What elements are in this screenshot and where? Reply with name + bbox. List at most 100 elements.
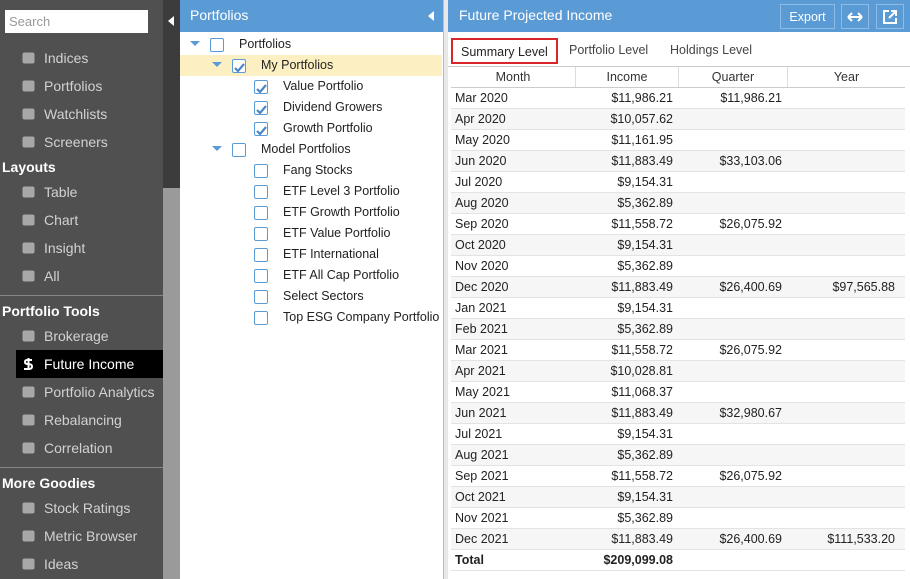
- tree-label: My Portfolios: [261, 58, 334, 72]
- nav-item[interactable]: Watchlists: [0, 100, 163, 128]
- tree-node[interactable]: Dividend Growers: [180, 97, 442, 118]
- nav-item[interactable]: Stock Ratings: [0, 494, 163, 522]
- search-box[interactable]: Search: [5, 10, 148, 33]
- nav-item[interactable]: Metric Browser: [0, 522, 163, 550]
- tree-label: ETF International: [283, 247, 379, 261]
- nav-item[interactable]: Indices: [0, 44, 163, 72]
- tab[interactable]: Portfolio Level: [569, 43, 649, 57]
- table-row: Jun 2020 $11,883.49 $33,103.06: [451, 151, 905, 172]
- nav-item[interactable]: Rebalancing: [0, 406, 163, 434]
- tree-checkbox[interactable]: [232, 59, 246, 73]
- table-row: Apr 2021 $10,028.81: [451, 361, 905, 382]
- tree-node[interactable]: Portfolios: [180, 34, 442, 55]
- column-header[interactable]: Quarter: [678, 67, 787, 87]
- collapse-arrow[interactable]: [427, 10, 435, 22]
- expand-button[interactable]: [841, 4, 869, 29]
- nav-item[interactable]: Ideas: [0, 550, 163, 578]
- nav-section-title: Portfolio Tools: [2, 303, 100, 319]
- tree-node[interactable]: Top ESG Company Portfolio: [180, 307, 442, 328]
- tree-checkbox[interactable]: [254, 269, 268, 283]
- export-button[interactable]: Export: [780, 4, 835, 29]
- nav-item[interactable]: Brokerage Connect: [0, 322, 163, 372]
- income-title: Future Projected Income: [459, 7, 613, 23]
- income-panel: Future Projected Income Export Summary L…: [448, 0, 910, 579]
- tab[interactable]: Holdings Level: [670, 43, 752, 57]
- tree-checkbox[interactable]: [254, 185, 268, 199]
- tree-label: Dividend Growers: [283, 100, 383, 114]
- nav-item[interactable]: Insight: [0, 234, 163, 262]
- table-row: May 2021 $11,068.37: [451, 382, 905, 403]
- nav-item[interactable]: Portfolios: [0, 72, 163, 100]
- tree-expander[interactable]: [212, 62, 222, 68]
- nav-label: Stock Ratings: [44, 500, 131, 516]
- tab[interactable]: Summary Level: [451, 38, 558, 64]
- table-cell: $10,028.81: [610, 364, 673, 378]
- table-cell: Jul 2020: [455, 175, 503, 189]
- tree-node[interactable]: ETF All Cap Portfolio: [180, 265, 442, 286]
- tree-checkbox[interactable]: [254, 122, 268, 136]
- tree-node[interactable]: ETF International: [180, 244, 442, 265]
- tree-node[interactable]: Fang Stocks: [180, 160, 442, 181]
- nav-separator: [0, 295, 163, 296]
- tree-checkbox[interactable]: [254, 248, 268, 262]
- tree-checkbox[interactable]: [254, 164, 268, 178]
- table-cell: Apr 2021: [455, 364, 506, 378]
- table-row: Dec 2020 $11,883.49 $26,400.69 $97,565.88: [451, 277, 905, 298]
- table-row: Nov 2020 $5,362.89: [451, 256, 905, 277]
- tree-expander[interactable]: [190, 41, 200, 47]
- tree-checkbox[interactable]: [254, 80, 268, 94]
- tree-node[interactable]: Select Sectors: [180, 286, 442, 307]
- tree-node[interactable]: ETF Growth Portfolio: [180, 202, 442, 223]
- tree-checkbox[interactable]: [232, 143, 246, 157]
- table-row: Sep 2020 $11,558.72 $26,075.92: [451, 214, 905, 235]
- tree-node[interactable]: Value Portfolio: [180, 76, 442, 97]
- nav-label: Future Income: [44, 356, 135, 372]
- tree-node[interactable]: ETF Value Portfolio: [180, 223, 442, 244]
- nav-icon: [22, 242, 35, 254]
- tree-label: Top ESG Company Portfolio: [283, 310, 440, 324]
- scrollbar-thumb[interactable]: [163, 0, 180, 188]
- table-cell: Dec 2021: [455, 532, 509, 546]
- tree-checkbox[interactable]: [254, 290, 268, 304]
- tree-checkbox[interactable]: [254, 206, 268, 220]
- tree-checkbox[interactable]: [254, 101, 268, 115]
- table-cell: $5,362.89: [617, 259, 673, 273]
- nav-item[interactable]: Correlation: [0, 434, 163, 462]
- table-cell: $10,057.62: [610, 112, 673, 126]
- table-cell: $97,565.88: [832, 280, 895, 294]
- popout-button[interactable]: [876, 4, 904, 29]
- table-row: Jul 2021 $9,154.31: [451, 424, 905, 445]
- tree-checkbox[interactable]: [254, 311, 268, 325]
- table-row: Oct 2020 $9,154.31: [451, 235, 905, 256]
- tree-checkbox[interactable]: [210, 38, 224, 52]
- nav-label: Portfolios: [44, 78, 103, 94]
- splitter[interactable]: [444, 0, 448, 579]
- column-header[interactable]: Income: [575, 67, 678, 87]
- tree-node[interactable]: Model Portfolios: [180, 139, 442, 160]
- tree-node[interactable]: My Portfolios: [180, 55, 442, 76]
- nav-item[interactable]: Table: [0, 178, 163, 206]
- nav-section-title: Layouts: [2, 159, 56, 175]
- column-header[interactable]: Year: [787, 67, 905, 87]
- column-header[interactable]: Month: [495, 70, 531, 84]
- nav-item[interactable]: Chart: [0, 206, 163, 234]
- nav-label: Ideas: [44, 556, 79, 572]
- nav-item[interactable]: All: [0, 262, 163, 290]
- nav-icon: [22, 108, 35, 120]
- nav-label: All: [44, 268, 60, 284]
- collapse-arrow[interactable]: [163, 0, 180, 40]
- table-row: Jul 2020 $9,154.31: [451, 172, 905, 193]
- table-cell: $11,883.49: [611, 280, 673, 294]
- tree-checkbox[interactable]: [254, 227, 268, 241]
- table-cell: Aug 2021: [455, 448, 509, 462]
- tree-expander[interactable]: [212, 146, 222, 152]
- nav-item[interactable]: Future Income: [16, 350, 163, 378]
- table-cell: $11,883.49: [611, 154, 673, 168]
- tree-label: Portfolios: [239, 37, 292, 51]
- tree-node[interactable]: ETF Level 3 Portfolio: [180, 181, 442, 202]
- table-cell: Dec 2020: [455, 280, 509, 294]
- nav-item[interactable]: Screeners: [0, 128, 163, 156]
- tree-node[interactable]: Growth Portfolio: [180, 118, 442, 139]
- nav-item[interactable]: Portfolio Analytics: [0, 378, 163, 406]
